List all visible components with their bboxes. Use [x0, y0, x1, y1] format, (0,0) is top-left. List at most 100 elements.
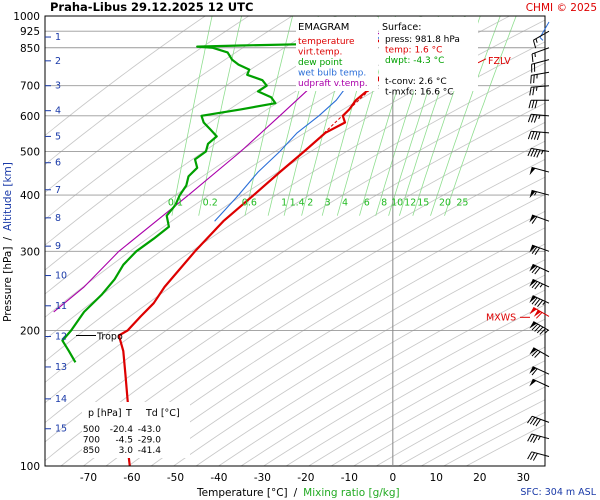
mixing-ratio-label: 15: [417, 198, 429, 209]
wind-barb-flag: [532, 40, 537, 49]
mixing-ratio-label: 8: [381, 198, 387, 209]
temperature-tick-label: -50: [167, 472, 184, 484]
wind-barb-flag: [536, 149, 541, 158]
wind-barb-flag: [530, 75, 532, 84]
pressure-tick-label: 400: [20, 190, 40, 202]
wind-barb: [527, 433, 550, 444]
dry-adiabat-line: [45, 102, 545, 424]
legend-item: temperature: [298, 37, 355, 47]
altitude-tick-label: 14: [55, 394, 67, 405]
dry-adiabat-line: [45, 16, 336, 220]
wind-barb-flag: [532, 418, 539, 426]
wind-barb: [529, 366, 550, 376]
wind-barb-flag: [534, 267, 541, 275]
mixing-ratio-label: 4: [342, 198, 348, 209]
wind-barb: [527, 451, 550, 461]
wind-barb-flag: [529, 416, 536, 425]
wind-barb: [531, 47, 550, 63]
wind-barb-flag: [531, 281, 538, 289]
wind-barb-flag: [536, 131, 541, 141]
wind-barb: [529, 263, 550, 275]
wind-barb-flag: [527, 415, 533, 424]
wind-barb-pennant: [529, 366, 537, 374]
table-cell: 700: [83, 436, 100, 446]
table-cell: -41.4: [138, 446, 162, 456]
altitude-tick-label: 15: [55, 424, 67, 435]
wind-barb: [529, 214, 550, 224]
wind-barb-flag: [533, 131, 538, 140]
wind-barb-flag: [531, 246, 538, 254]
dry-adiabat-line: [398, 386, 545, 466]
wind-barb-pennant: [529, 321, 537, 329]
table-header: Td [°C]: [145, 408, 180, 419]
legend-item: wet bulb temp.: [298, 69, 366, 79]
legend-item: udpraft v.temp.: [298, 79, 368, 89]
wind-barb-flag: [530, 114, 535, 123]
y-axis-title: Pressure [hPa] / Altitude [km]: [2, 162, 14, 322]
wind-barb-flag: [530, 452, 535, 461]
surface-value: press: 981.8 hPa: [385, 35, 460, 45]
wind-barb-half-flag: [538, 114, 541, 120]
pressure-tick-label: 925: [20, 26, 40, 38]
wind-barb-flag: [529, 87, 532, 96]
wind-barb: [531, 59, 550, 73]
background-lines: [45, 16, 545, 466]
wind-barb-staff: [539, 21, 550, 38]
legend-title: EMAGRAM: [298, 22, 349, 33]
wind-barb: [529, 321, 550, 335]
dry-adiabat-line: [150, 227, 545, 466]
wind-barb-flag: [531, 266, 538, 274]
dry-adiabat-line: [240, 289, 545, 466]
dry-adiabat-line: [83, 176, 545, 466]
mixing-ratio-label: 10: [391, 198, 403, 209]
wind-barb: [527, 415, 550, 427]
x-axis-label-separator: /: [294, 487, 298, 499]
mixing-ratio-label: 12: [404, 198, 416, 209]
wind-barb-flag: [535, 419, 541, 427]
level-table-panel: [82, 402, 190, 458]
wind-barb-half-flag: [535, 38, 538, 43]
pressure-tick-label: 850: [20, 43, 40, 55]
dry-adiabat-line: [285, 318, 545, 466]
wind-barb-flag: [527, 433, 533, 442]
level-table: p [hPa] T Td [°C] 500 -20.4 -43.0 700 -4.5 -29.0…: [83, 408, 180, 456]
mixing-ratio-label: 1: [281, 198, 287, 209]
wind-barb-half-flag: [535, 86, 538, 91]
temperature-tick-label: -30: [254, 472, 271, 484]
pressure-tick-label: 1000: [13, 11, 40, 23]
tropopause-label: Tropo: [96, 331, 123, 342]
dry-adiabat-line: [263, 304, 545, 466]
mixing-ratio-label: 20: [439, 198, 451, 209]
surface-elevation: SFC: 304 m ASL: [520, 487, 596, 498]
wind-barb-flag: [530, 148, 535, 157]
wind-barb: [527, 130, 550, 141]
dry-adiabat-line: [105, 194, 545, 466]
mixing-ratio-line: [198, 16, 242, 216]
wind-barb-half-flag: [544, 329, 549, 334]
altitude-tick-label: 1: [55, 32, 61, 43]
dry-adiabat-line: [308, 332, 545, 466]
altitude-tick-label: 13: [55, 362, 67, 373]
wind-barb-flag: [531, 100, 535, 109]
mixing-ratio-label: 25: [456, 198, 468, 209]
y-axis-label: Pressure [hPa]: [2, 247, 14, 322]
mixing-ratio-line: [171, 16, 213, 216]
dry-adiabat-line: [218, 274, 545, 466]
temperature-tick-label: -20: [297, 472, 314, 484]
mixing-ratio-label: 1.4: [290, 198, 305, 209]
pressure-tick-label: 300: [20, 246, 40, 258]
max-wind-label: MXWS: [486, 312, 516, 323]
mixing-ratio-label: 2: [307, 198, 313, 209]
wind-barb-pennant: [529, 379, 537, 387]
mixing-ratio-label: 0.1: [168, 198, 183, 209]
wind-barb: [527, 147, 550, 158]
wind-barb-pennant: [529, 307, 537, 315]
temperature-tick-label: 0: [389, 472, 396, 484]
altitude-tick-label: 9: [55, 241, 61, 252]
wind-barb: [529, 347, 550, 358]
temperature-tick-label: 10: [430, 472, 443, 484]
dry-adiabat-line: [45, 16, 249, 166]
wind-barb-flag: [535, 312, 543, 319]
